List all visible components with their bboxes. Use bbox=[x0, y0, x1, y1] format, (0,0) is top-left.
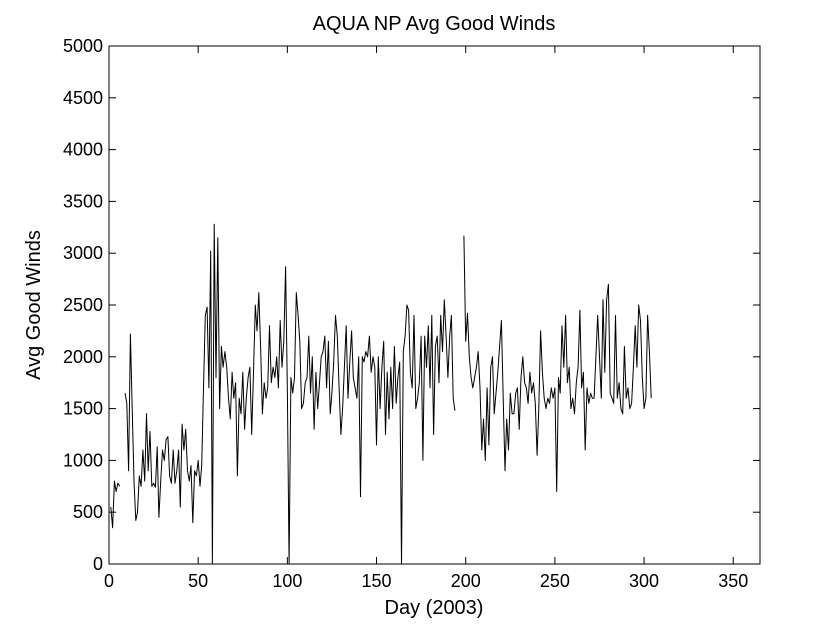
series-line-segment bbox=[110, 480, 121, 529]
x-tick-label: 100 bbox=[272, 571, 302, 591]
y-tick-label: 1500 bbox=[63, 399, 103, 419]
y-tick-label: 2000 bbox=[63, 347, 103, 367]
x-tick-label: 150 bbox=[362, 571, 392, 591]
y-tick-label: 3000 bbox=[63, 243, 103, 263]
x-tick-label: 50 bbox=[188, 571, 208, 591]
plot-frame bbox=[108, 45, 761, 565]
y-tick-label: 500 bbox=[73, 502, 103, 522]
y-tick-label: 3500 bbox=[63, 191, 103, 211]
x-axis-title: Day (2003) bbox=[385, 597, 484, 619]
series-line-segment bbox=[124, 223, 456, 565]
y-tick-label: 4500 bbox=[63, 88, 103, 108]
y-tick-label: 0 bbox=[93, 554, 103, 574]
y-tick-label: 2500 bbox=[63, 295, 103, 315]
series-line-segment bbox=[463, 235, 652, 492]
x-tick-label: 250 bbox=[540, 571, 570, 591]
x-tick-label: 0 bbox=[104, 571, 114, 591]
y-tick-label: 5000 bbox=[63, 36, 103, 56]
y-tick-label: 1000 bbox=[63, 450, 103, 470]
x-tick-label: 300 bbox=[629, 571, 659, 591]
y-axis-title: Avg Good Winds bbox=[23, 230, 45, 380]
y-axis: 0 500 1000 1500 2000 2500 3000 3500 4000 4500 5000 bbox=[63, 36, 760, 574]
chart-title: AQUA NP Avg Good Winds bbox=[313, 13, 556, 35]
x-axis: 0 50 100 150 200 250 300 350 bbox=[104, 46, 748, 591]
x-tick-label: 200 bbox=[451, 571, 481, 591]
data-series bbox=[110, 223, 652, 565]
y-tick-label: 4000 bbox=[63, 140, 103, 160]
x-tick-label: 350 bbox=[718, 571, 748, 591]
